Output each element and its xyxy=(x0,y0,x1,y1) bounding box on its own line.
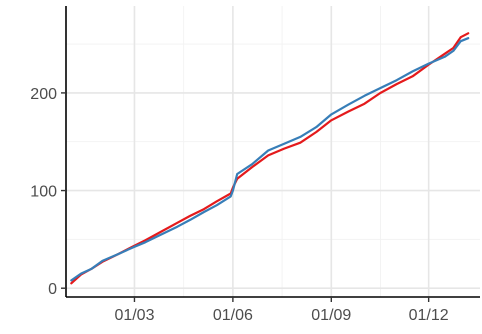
y-tick-label-2: 200 xyxy=(30,86,57,103)
x-tick-label-0: 01/03 xyxy=(114,307,154,324)
major-gridlines xyxy=(66,6,480,297)
x-tick-label-2: 01/09 xyxy=(311,307,351,324)
series-line-1 xyxy=(70,32,470,285)
series-lines xyxy=(70,32,470,285)
minor-gridlines xyxy=(66,6,480,297)
series-line-2 xyxy=(70,37,470,282)
tick-marks xyxy=(61,92,430,302)
y-tick-label-0: 0 xyxy=(48,281,57,298)
x-tick-label-1: 01/06 xyxy=(213,307,253,324)
y-tick-label-1: 100 xyxy=(30,184,57,201)
tick-labels: 0 100 200 01/03 01/06 01/09 01/12 xyxy=(30,86,448,324)
x-tick-label-3: 01/12 xyxy=(409,307,449,324)
